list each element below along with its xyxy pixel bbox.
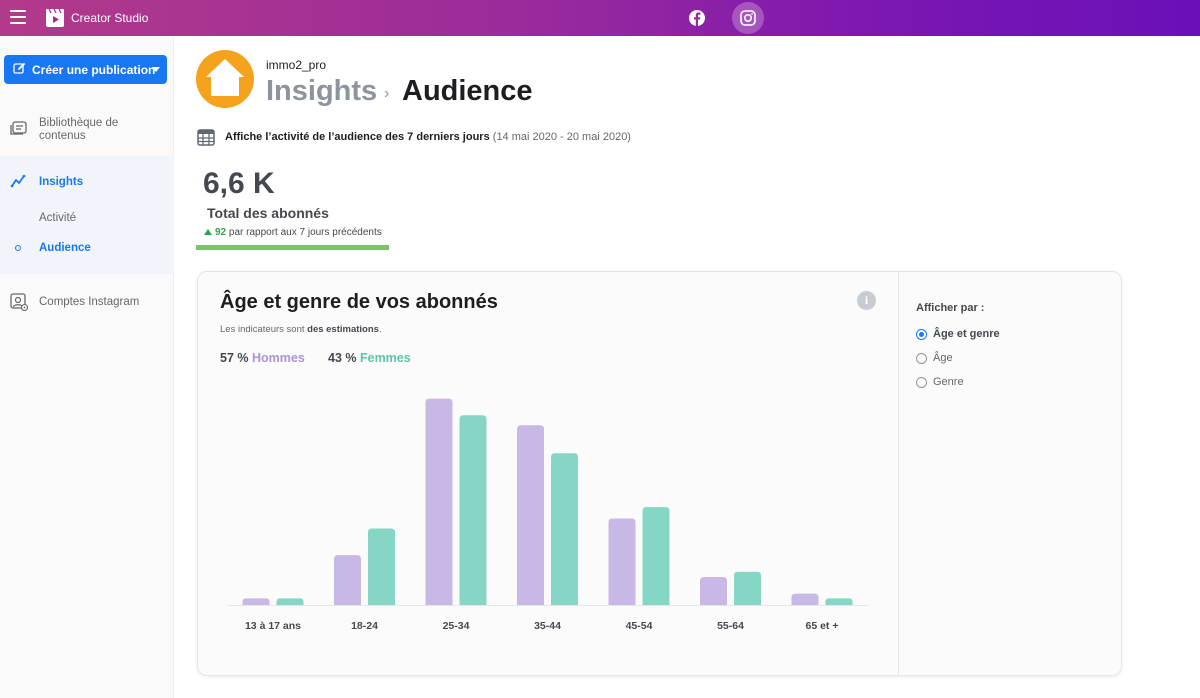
age-gender-card: Âge et genre de vos abonnés Les indicate… bbox=[197, 271, 1122, 676]
selected-dot-icon bbox=[15, 245, 21, 251]
breadcrumb-chevron-icon: › bbox=[384, 85, 390, 102]
legend-men-pct: 57 % bbox=[220, 351, 249, 365]
radio-selected-icon bbox=[916, 329, 927, 340]
x-tick-label: 25-34 bbox=[443, 620, 470, 632]
period-description: Affiche l’activité de l’audience des 7 d… bbox=[225, 131, 631, 143]
bar-men-2[interactable] bbox=[425, 398, 453, 605]
subtitle-suffix: . bbox=[378, 324, 382, 335]
bar-women-6[interactable] bbox=[825, 598, 853, 605]
sidebar-item-instagram-accounts[interactable]: Comptes Instagram bbox=[0, 292, 174, 312]
card-subtitle: Les indicateurs sont des estimations. bbox=[220, 324, 382, 335]
menu-icon[interactable] bbox=[10, 10, 26, 24]
sidebar-item-audience[interactable]: Audience bbox=[0, 238, 174, 258]
bar-women-2[interactable] bbox=[459, 415, 487, 605]
bar-women-5[interactable] bbox=[734, 571, 761, 605]
legend-women-name: Femmes bbox=[359, 351, 411, 365]
page-title: Audience bbox=[402, 75, 533, 107]
sidebar-item-label: Insights bbox=[39, 176, 84, 188]
instagram-account-settings-icon bbox=[10, 293, 28, 311]
radio-label: Âge et genre bbox=[933, 328, 1000, 340]
period-text: Affiche l’activité de l’audience des 7 d… bbox=[225, 131, 490, 143]
radio-icon bbox=[916, 353, 927, 364]
bar-men-5[interactable] bbox=[700, 577, 727, 605]
edit-icon bbox=[13, 62, 26, 74]
subtitle-prefix: Les indicateurs sont bbox=[220, 324, 308, 335]
account-avatar bbox=[196, 50, 254, 108]
period-range: (14 mai 2020 - 20 mai 2020) bbox=[492, 131, 631, 143]
followers-total-value: 6,6 K bbox=[203, 167, 275, 200]
app-name: Creator Studio bbox=[71, 11, 149, 25]
card-title: Âge et genre de vos abonnés bbox=[220, 291, 498, 313]
x-tick-label: 55-64 bbox=[717, 620, 744, 632]
subtitle-bold: des estimations bbox=[307, 324, 379, 335]
sidebar: Créer une publication Bibliothèque de co… bbox=[0, 36, 174, 698]
sidebar-item-label: Comptes Instagram bbox=[39, 296, 140, 308]
instagram-icon bbox=[740, 10, 756, 26]
instagram-tab[interactable] bbox=[732, 2, 764, 34]
sidebar-item-library[interactable]: Bibliothèque de contenus bbox=[0, 112, 174, 162]
legend-men: 57 % Hommes bbox=[220, 351, 305, 365]
bar-men-4[interactable] bbox=[608, 518, 636, 605]
bar-women-3[interactable] bbox=[551, 453, 578, 605]
legend-women-pct: 43 % bbox=[328, 351, 357, 365]
delta-value: 92 bbox=[215, 227, 227, 238]
bar-women-1[interactable] bbox=[368, 528, 395, 605]
sidebar-item-label: Activité bbox=[39, 212, 77, 224]
create-post-button[interactable]: Créer une publication bbox=[4, 55, 167, 84]
bar-men-1[interactable] bbox=[334, 555, 361, 605]
content-library-icon bbox=[10, 121, 27, 135]
sidebar-item-label: Audience bbox=[39, 242, 91, 254]
legend-women: 43 % Femmes bbox=[328, 351, 411, 365]
x-tick-label: 18-24 bbox=[351, 620, 378, 632]
radio-label: Âge bbox=[933, 352, 953, 364]
account-name: immo2_pro bbox=[266, 58, 327, 72]
sidebar-item-activity[interactable]: Activité bbox=[0, 208, 174, 228]
stat-underline bbox=[196, 245, 389, 250]
radio-label: Genre bbox=[933, 376, 964, 388]
info-icon[interactable]: i bbox=[857, 291, 876, 310]
bar-women-0[interactable] bbox=[276, 598, 304, 605]
sidebar-item-label: Bibliothèque de contenus bbox=[39, 117, 119, 142]
breadcrumb-insights[interactable]: Insights bbox=[266, 75, 378, 107]
calendar-icon bbox=[197, 129, 215, 146]
facebook-icon[interactable] bbox=[686, 7, 708, 29]
followers-delta: 92 par rapport aux 7 jours précédents bbox=[204, 227, 382, 238]
x-tick-label: 35-44 bbox=[534, 620, 561, 632]
bar-men-0[interactable] bbox=[242, 598, 270, 605]
x-tick-label: 45-54 bbox=[626, 620, 653, 632]
delta-text: par rapport aux 7 jours précédents bbox=[228, 227, 382, 238]
followers-total-label: Total des abonnés bbox=[207, 205, 329, 221]
top-bar: Creator Studio bbox=[0, 0, 1200, 36]
trend-chart-icon bbox=[10, 174, 26, 188]
house-logo-icon bbox=[206, 59, 244, 96]
bar-men-6[interactable] bbox=[791, 593, 819, 605]
card-divider bbox=[898, 272, 899, 675]
filter-title: Afficher par : bbox=[916, 302, 985, 314]
sidebar-item-insights[interactable]: Insights bbox=[0, 172, 174, 192]
arrow-up-icon bbox=[204, 229, 212, 235]
legend-men-name: Hommes bbox=[251, 351, 305, 365]
bar-men-3[interactable] bbox=[517, 425, 544, 605]
bar-women-4[interactable] bbox=[642, 507, 670, 605]
creator-studio-logo-icon bbox=[46, 8, 64, 27]
chevron-down-icon bbox=[152, 67, 160, 72]
x-tick-label: 13 à 17 ans bbox=[245, 620, 301, 632]
radio-icon bbox=[916, 377, 927, 388]
x-tick-label: 65 et + bbox=[806, 620, 839, 632]
insights-nav-group bbox=[0, 156, 174, 274]
create-post-label: Créer une publication bbox=[32, 63, 156, 77]
age-gender-bar-chart: 13 à 17 ans 18-24 25-34 35-44 45-54 55-64 65 e… bbox=[228, 398, 868, 632]
